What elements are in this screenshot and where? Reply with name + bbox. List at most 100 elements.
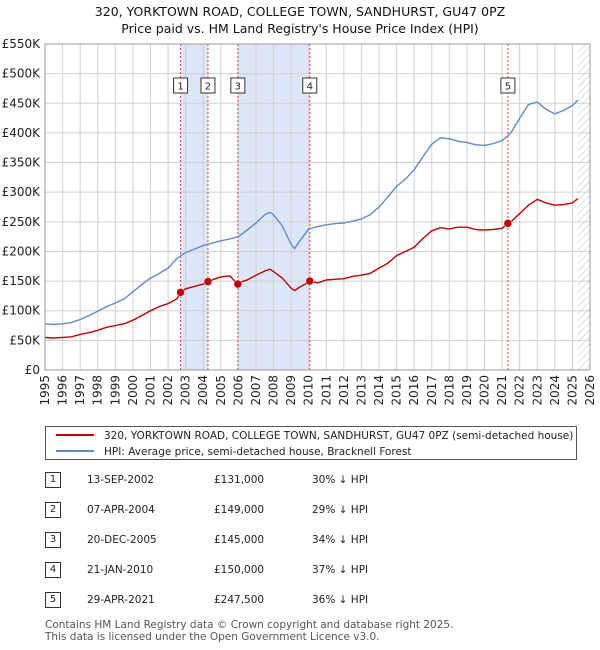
- y-tick-label: £50K: [9, 333, 41, 347]
- sale-number: 5: [45, 592, 61, 608]
- sale-date: 20-DEC-2005: [87, 534, 157, 546]
- y-tick-label: £300K: [2, 185, 42, 199]
- table-row: 3 20-DEC-2005 £145,000 34% ↓ HPI: [45, 532, 445, 548]
- sale-marker-number: 1: [177, 82, 183, 93]
- legend-label-hpi: HPI: Average price, semi-detached house,…: [104, 446, 412, 458]
- y-tick-label: £200K: [2, 244, 42, 258]
- y-tick-label: £350K: [2, 156, 42, 170]
- x-tick-label: 1999: [108, 375, 122, 406]
- plot-frame: [44, 43, 591, 371]
- sale-date: 29-APR-2021: [87, 594, 155, 606]
- sale-point: [305, 276, 315, 286]
- price-chart: 1 2 3 4 5 £0 £50K £100K £150K £200K £250K £300K £35…: [2, 37, 597, 406]
- price-paid-line: [44, 198, 579, 339]
- table-row: 2 07-APR-2004 £149,000 29% ↓ HPI: [45, 502, 445, 518]
- x-tick-label: 2023: [530, 375, 544, 406]
- sale-number: 1: [45, 472, 61, 488]
- x-tick-label: 1997: [73, 375, 87, 406]
- sale-number: 3: [45, 532, 61, 548]
- x-tick-label: 2010: [302, 375, 316, 406]
- x-tick-label: 2011: [319, 375, 333, 406]
- x-tick-label: 2014: [372, 375, 386, 406]
- legend-swatch-hpi: [56, 450, 94, 452]
- chart-title-line2: Price paid vs. HM Land Registry's House …: [121, 21, 479, 36]
- x-tick-label: 2016: [407, 375, 421, 406]
- x-tick-label: 2021: [495, 375, 509, 406]
- x-tick-label: 2012: [337, 375, 351, 406]
- sale-price: £150,000: [214, 564, 265, 576]
- legend-label-price: 320, YORKTOWN ROAD, COLLEGE TOWN, SANDHU…: [104, 430, 574, 442]
- x-tick-label: 2015: [390, 375, 404, 406]
- sale-point: [503, 219, 513, 228]
- x-tick-label: 2009: [284, 375, 298, 406]
- x-tick-label: 2008: [267, 375, 281, 406]
- sale-number: 2: [45, 502, 61, 518]
- y-tick-label: £100K: [2, 304, 42, 318]
- sale-marker-box: [200, 77, 216, 94]
- x-tick-label: 2013: [354, 375, 368, 406]
- footer-line1: Contains HM Land Registry data © Crown c…: [45, 619, 454, 631]
- hpi-line: [44, 99, 579, 326]
- sale-price: £145,000: [214, 534, 265, 546]
- sale-marker-box: [230, 77, 246, 94]
- x-tick-label: 2002: [161, 375, 175, 406]
- y-tick-label: £550K: [2, 37, 42, 51]
- y-tick-label: £0: [25, 363, 40, 377]
- chart-title-line1: 320, YORKTOWN ROAD, COLLEGE TOWN, SANDHU…: [94, 4, 506, 19]
- x-tick-label: 2020: [478, 375, 492, 406]
- x-tick-label: 2025: [565, 375, 579, 406]
- legend-item-price: 320, YORKTOWN ROAD, COLLEGE TOWN, SANDHU…: [56, 429, 573, 443]
- sale-hpi-change: 37% ↓ HPI: [312, 564, 369, 576]
- sale-hpi-change: 36% ↓ HPI: [312, 594, 369, 606]
- x-tick-label: 1996: [56, 375, 70, 406]
- x-tick-label: 2026: [583, 375, 597, 406]
- y-tick-label: £450K: [2, 96, 42, 110]
- table-row: 1 13-SEP-2002 £131,000 30% ↓ HPI: [45, 472, 445, 488]
- legend: 320, YORKTOWN ROAD, COLLEGE TOWN, SANDHU…: [45, 426, 577, 460]
- y-tick-label: £250K: [2, 215, 42, 229]
- sale-marker-box: [302, 77, 318, 94]
- sale-marker-number: 4: [307, 82, 313, 93]
- table-row: 5 29-APR-2021 £247,500 36% ↓ HPI: [45, 592, 445, 608]
- x-tick-label: 2017: [425, 375, 439, 406]
- table-row: 4 21-JAN-2010 £150,000 37% ↓ HPI: [45, 562, 445, 578]
- sale-marker-number: 2: [205, 82, 211, 93]
- x-tick-label: 2018: [442, 375, 456, 406]
- x-tick-label: 2024: [548, 375, 562, 406]
- y-tick-label: £400K: [2, 126, 42, 140]
- x-tick-label: 2000: [126, 375, 140, 406]
- sale-marker-box: [173, 77, 189, 94]
- sale-price: £247,500: [214, 594, 265, 606]
- x-tick-label: 1998: [91, 375, 105, 406]
- sale-price: £131,000: [214, 474, 265, 486]
- sale-hpi-change: 30% ↓ HPI: [312, 474, 369, 486]
- sale-marker-number: 5: [505, 82, 511, 93]
- legend-swatch-price: [56, 434, 94, 436]
- x-tick-label: 2003: [179, 375, 193, 406]
- x-tick-label: 2004: [196, 375, 210, 406]
- sale-point: [176, 288, 185, 297]
- sale-marker-number: 3: [235, 82, 241, 93]
- y-tick-label: £150K: [2, 274, 42, 288]
- sale-date: 21-JAN-2010: [87, 564, 154, 576]
- y-tick-label: £500K: [2, 67, 42, 81]
- footer: Contains HM Land Registry data © Crown c…: [45, 619, 453, 643]
- sale-price: £149,000: [214, 504, 265, 516]
- x-tick-label: 2006: [231, 375, 245, 406]
- footer-line2: This data is licensed under the Open Gov…: [45, 631, 380, 643]
- sale-point: [233, 279, 243, 289]
- x-tick-label: 1995: [38, 375, 52, 406]
- legend-item-hpi: HPI: Average price, semi-detached house,…: [56, 445, 412, 459]
- x-tick-label: 2022: [513, 375, 527, 406]
- forecast-hatch: [577, 44, 590, 370]
- sale-number: 4: [45, 562, 61, 578]
- sale-date: 07-APR-2004: [87, 504, 155, 516]
- x-tick-label: 2001: [143, 375, 157, 406]
- sale-hpi-change: 34% ↓ HPI: [312, 534, 369, 546]
- sale-marker-box: [500, 77, 516, 94]
- sale-date: 13-SEP-2002: [87, 474, 155, 486]
- x-tick-label: 2005: [214, 375, 228, 406]
- x-tick-label: 2007: [249, 375, 263, 406]
- chart-title: 320, YORKTOWN ROAD, COLLEGE TOWN, SANDHU…: [0, 3, 600, 37]
- x-tick-label: 2019: [460, 375, 474, 406]
